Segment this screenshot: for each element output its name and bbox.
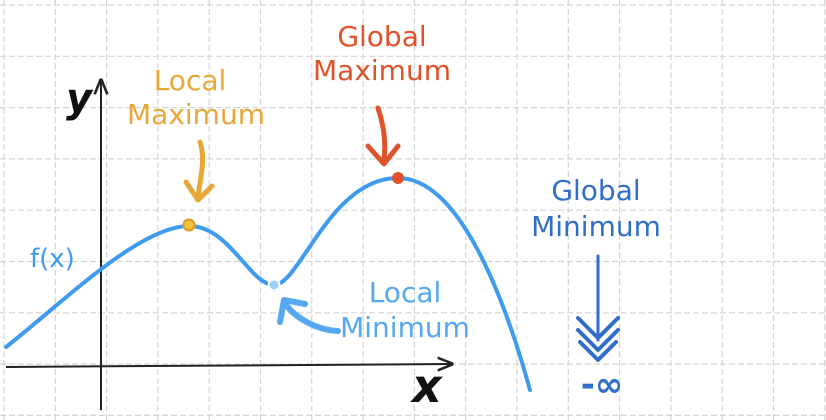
local-minimum-arrow-icon bbox=[283, 302, 341, 334]
global-maximum-annotation: Global Maximum bbox=[313, 20, 451, 167]
global-minimum-label-line1: Global bbox=[551, 174, 640, 207]
local-maximum-annotation: Local Maximum bbox=[127, 64, 265, 203]
local-minimum-point bbox=[267, 278, 281, 292]
local-maximum-label-line1: Local bbox=[154, 64, 227, 97]
function-label: f(x) bbox=[30, 244, 75, 274]
global-maximum-arrow-icon bbox=[375, 105, 388, 163]
local-maximum-label-line2: Maximum bbox=[127, 98, 265, 131]
y-axis-label: y bbox=[66, 76, 94, 122]
local-minimum-label-line1: Local bbox=[369, 276, 442, 309]
local-minimum-label-line2: Minimum bbox=[340, 311, 470, 344]
global-maximum-arrowhead-icon bbox=[365, 143, 401, 167]
local-minimum-arrowhead-icon bbox=[277, 297, 308, 325]
local-maximum-arrow-icon bbox=[195, 139, 206, 201]
global-minimum-chevrons-icon bbox=[576, 316, 620, 362]
global-minimum-label-line2: Minimum bbox=[531, 210, 661, 243]
local-maximum-point bbox=[182, 218, 196, 232]
local-minimum-annotation: Local Minimum bbox=[277, 276, 470, 344]
x-axis bbox=[5, 364, 452, 367]
global-maximum-point bbox=[392, 172, 404, 184]
local-maximum-arrowhead-icon bbox=[183, 179, 215, 203]
x-axis-label: x bbox=[410, 359, 443, 413]
global-minimum-value: -∞ bbox=[581, 365, 623, 405]
global-maximum-label-line2: Maximum bbox=[313, 54, 451, 87]
global-minimum-annotation: Global Minimum -∞ bbox=[531, 174, 661, 405]
global-maximum-label-line1: Global bbox=[337, 20, 426, 53]
